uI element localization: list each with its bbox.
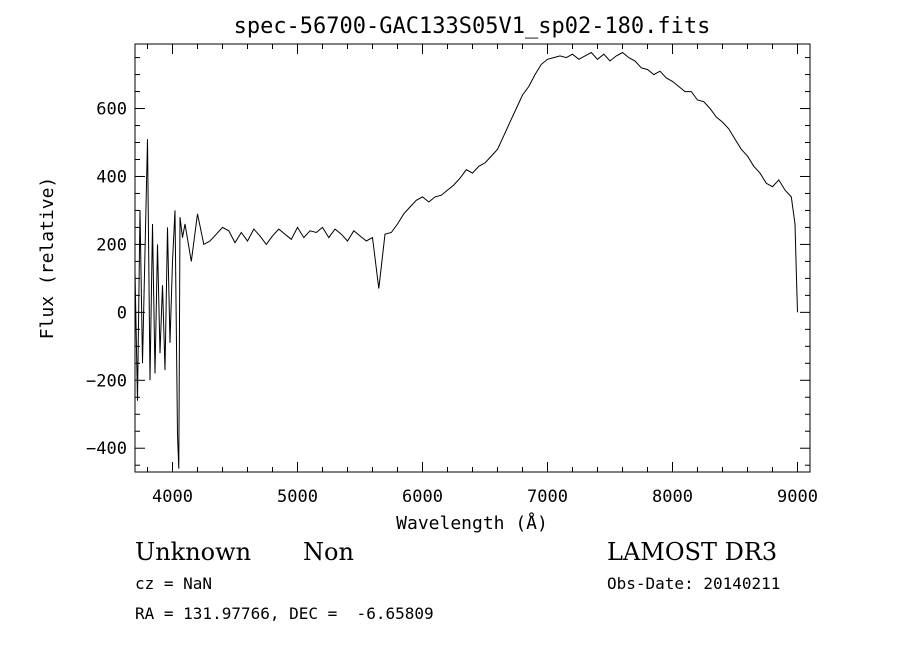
y-tick-label: 400 — [96, 167, 127, 187]
x-axis-ticks: 4000 5000 6000 7000 8000 9000 — [147, 44, 818, 507]
x-tick-label: 7000 — [527, 487, 568, 507]
y-tick-label: −400 — [86, 439, 127, 459]
plot-frame — [134, 43, 811, 473]
x-tick-label: 8000 — [652, 487, 693, 507]
observation-date: Obs-Date: 20140211 — [607, 574, 781, 593]
redshift-readout: cz = NaN — [135, 574, 213, 593]
y-tick-label: 200 — [96, 235, 127, 255]
object-class: Unknown — [135, 538, 252, 566]
x-tick-label: 5000 — [277, 487, 318, 507]
x-tick-label: 4000 — [152, 487, 193, 507]
x-axis-label: Wavelength (Å) — [396, 512, 548, 534]
flux-series-line — [134, 51, 798, 469]
y-tick-label: −200 — [86, 371, 127, 391]
x-tick-label: 6000 — [402, 487, 443, 507]
chart-title: spec-56700-GAC133S05V1_sp02-180.fits — [234, 14, 711, 39]
survey-name: LAMOST DR3 — [607, 538, 778, 566]
coordinates-readout: RA = 131.97766, DEC = -6.65809 — [135, 604, 434, 623]
y-axis-label: Flux (relative) — [37, 177, 58, 340]
x-tick-label: 9000 — [777, 487, 818, 507]
y-tick-label: 600 — [96, 100, 127, 120]
y-axis-ticks: −400 −200 0 200 400 600 — [86, 57, 810, 466]
object-subclass: Non — [303, 538, 354, 566]
y-tick-label: 0 — [117, 303, 127, 323]
